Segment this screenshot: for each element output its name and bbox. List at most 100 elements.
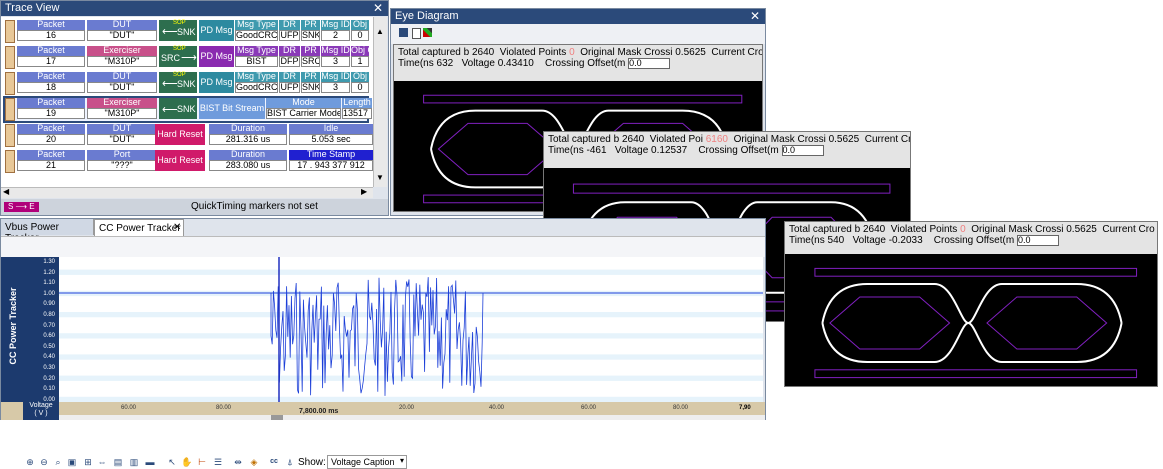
packet-number: 19 [17,108,85,119]
offset-spinner[interactable]: 0.0 [628,58,671,69]
source-header: DUT [87,124,157,134]
show-select[interactable]: Voltage Caption ▾ [327,455,407,469]
scroll-down-icon[interactable]: ▼ [376,173,384,182]
arrow-icon: ⟵ [162,26,178,38]
close-icon[interactable]: ✕ [372,1,383,15]
vertical-scrollbar[interactable]: ▲ ▼ [373,17,387,187]
close-icon[interactable]: ✕ [749,9,760,23]
close-icon[interactable]: ✕ [173,222,182,233]
zoom-out-icon[interactable]: ⊖ [40,457,48,467]
scroll-right-icon[interactable]: ▶ [361,187,368,196]
offset-label: Crossing Offset(m [698,145,779,157]
scroll-left-icon[interactable]: ◀ [3,187,10,196]
direction-indicator: SOP SRC ⟶ [159,46,197,67]
grid-band [59,312,763,318]
list-icon[interactable]: ☰ [213,457,223,467]
zoom-area-icon[interactable]: ▣ [67,457,77,467]
show-label: Show: [298,457,326,468]
source-value: "???" [87,160,157,171]
field-value: 3 [321,56,350,67]
mask-crossing-label: Original Mask Crossi [733,134,826,145]
mode-header: Mode [266,98,341,108]
zoom-region-icon[interactable]: ⊞ [84,457,92,467]
x-axis-name-box: Voltage ( V ) [23,402,59,420]
trace-row[interactable]: Packet 21 Port "???" Hard Reset Duration 283.0… [5,150,373,173]
field-header: Obj [351,20,369,30]
pointer-icon[interactable]: ↖ [168,457,176,467]
document-icon[interactable] [412,28,421,39]
row-marker [5,150,15,173]
hand-icon[interactable]: ✋ [181,457,193,467]
row-marker [5,124,15,147]
scroll-thumb[interactable] [271,415,283,420]
palette-icon[interactable]: ◈ [250,457,258,467]
trace-row-selected[interactable]: Packet 19 Exerciser "M310P" ⟵ SNK BIST Bit Str… [3,96,372,123]
monitor-icon[interactable]: ▬ [145,457,155,467]
source-header: Port [87,150,157,160]
trace-row[interactable]: Packet 20 DUT "DUT" Hard Reset Duration 281.31… [5,124,373,147]
offset-spinner[interactable]: 0.0 [781,145,824,156]
current-crossing-label: Current Cro [1102,224,1155,235]
voltage-value: 0.12537 [651,145,688,157]
field-value: SNK [301,82,320,93]
source-value: "M310P" [87,56,157,67]
field-header: Msg ID [321,20,350,30]
sop-label: SOP [173,72,186,78]
field-header: Msg ID [321,72,350,82]
eye-stats: Total captured b 2640 Violated Points 0 … [394,45,762,81]
zoom-x-icon[interactable]: ⇔ [97,457,107,467]
measure-icon[interactable]: ⊢ [198,457,206,467]
grid-band [59,375,763,381]
field-header: DR [279,46,300,56]
horizontal-scrollbar[interactable]: ◀ ▶ [1,187,373,198]
violated-value: 6160 [705,134,728,145]
packet-number: 21 [17,160,85,171]
tab-cc-power-tracker[interactable]: CC Power Tracker ✕ [94,219,184,236]
offset-value: 0.0 [782,145,796,155]
offset-spinner[interactable]: 0.0 [1016,235,1059,246]
chevron-down-icon: ▾ [399,456,404,465]
field-value: GoodCRC [235,30,278,41]
field-value: BIST [235,56,278,67]
field-value: SNK [301,30,320,41]
duration-header: Duration [209,124,287,134]
row-marker [5,46,15,69]
idle-header: Idle [289,124,373,134]
source-value: "DUT" [87,30,157,41]
x-tick-label: 40.00 [489,405,505,411]
zoom-fit-icon[interactable]: ⌕ [55,457,61,467]
captured-value: 2640 [471,47,495,58]
trace-row[interactable]: Packet 18 DUT "DUT" SOP SNK ⟵ PD Msg Msg Type Goo… [5,72,369,95]
time-label: Time(ns [548,145,584,157]
grid-band [59,259,763,265]
idle-header: Time Stamp [289,150,373,160]
save-icon[interactable] [399,28,408,37]
time-scrollbar[interactable] [59,415,765,420]
cc-voltage-plot[interactable] [59,257,763,402]
grid-band [59,322,763,328]
trace-row[interactable]: Packet 17 Exerciser "M310P" SOP SRC ⟶ PD Msg Msg… [5,46,369,69]
zoom-in-icon[interactable]: ⊕ [26,457,34,467]
export-icon[interactable]: ▥ [129,457,139,467]
eye-plot [814,267,1138,379]
scroll-up-icon[interactable]: ▲ [376,27,384,36]
mask-icon[interactable] [423,28,432,37]
field-value: GoodCRC [235,82,278,93]
grid-band [59,333,763,339]
field-value: DFP [279,56,300,67]
arrow-icon: ⟵ [162,78,178,90]
cc-icon[interactable]: cc [270,458,278,465]
chart-icon[interactable]: ▤ [113,457,123,467]
trace-view-title: Trace View [5,2,60,14]
marker-se-button[interactable]: S ⟶ E [4,202,39,212]
filter-icon[interactable]: ⍋ [287,457,293,467]
eye-diagram-panel[interactable]: Total captured b 2640 Violated Points 0 … [784,221,1158,387]
tab-vbus-power-tracker[interactable]: Vbus Power Tracker [1,219,94,244]
connect-icon[interactable]: ⇹ [234,457,242,467]
voltage-label: Voltage [852,235,886,247]
eye-diagram-title: Eye Diagram [395,10,459,22]
trace-row[interactable]: Packet 16 DUT "DUT" SOP SNK ⟵ PD Msg Msg Type Goo… [5,20,369,43]
direction-label: SNK [177,79,196,89]
power-toolbar [1,236,765,257]
grid-band [59,396,763,402]
